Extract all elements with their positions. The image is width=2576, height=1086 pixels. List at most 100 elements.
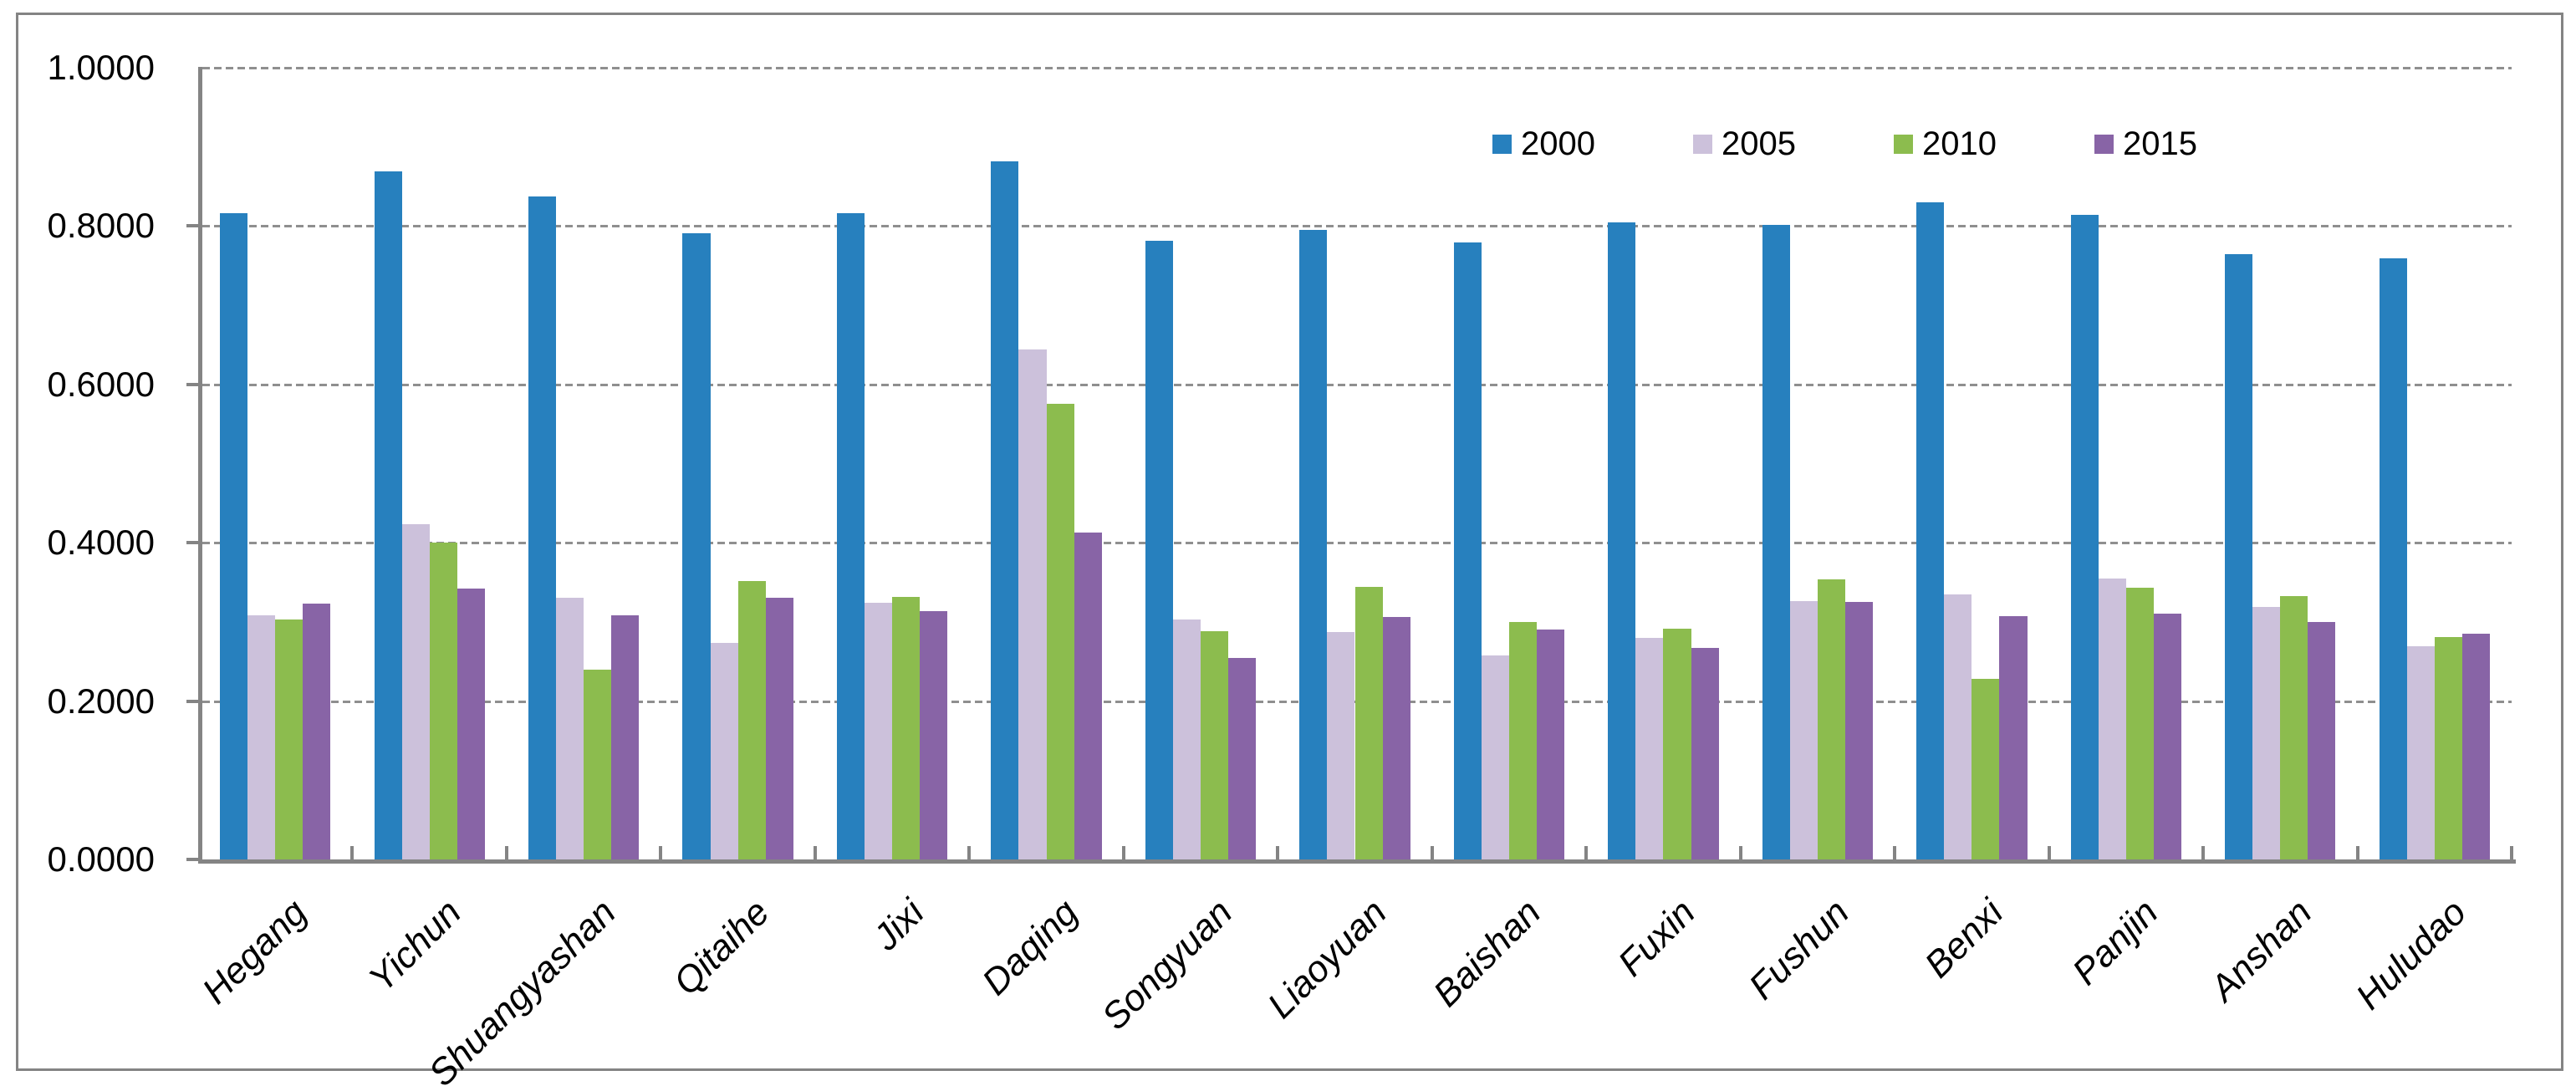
bar-2005-liaoyuan xyxy=(1327,632,1355,859)
bar-2015-liaoyuan xyxy=(1382,617,1410,859)
bar-2010-jixi xyxy=(892,596,921,859)
bar-2010-baishan xyxy=(1508,621,1538,859)
bar-2005-huludao xyxy=(2406,646,2435,859)
legend-item-2015: 2015 xyxy=(2094,125,2197,162)
bar-2015-songyuan xyxy=(1228,657,1257,859)
bar-2000-qitaihe xyxy=(682,232,711,859)
x-tick xyxy=(659,846,663,859)
legend-swatch-2000 xyxy=(1492,134,1512,154)
bar-2010-hegang xyxy=(275,619,304,859)
x-tick xyxy=(813,846,817,859)
x-tick xyxy=(504,846,508,859)
y-axis-label-0.6000: 0.6000 xyxy=(47,364,155,404)
gridline-y-0.4000 xyxy=(202,542,2512,545)
bar-2000-fuxin xyxy=(1608,222,1636,859)
bar-2010-songyuan xyxy=(1201,631,1229,859)
bar-2005-shuangyashan xyxy=(556,598,584,859)
y-tick xyxy=(186,224,198,228)
gridline-y-0.8000 xyxy=(202,225,2512,228)
bar-2010-shuangyashan xyxy=(584,669,612,859)
bar-2000-daqing xyxy=(991,161,1019,859)
bar-2010-yichun xyxy=(429,543,457,859)
legend-label-2015: 2015 xyxy=(2122,125,2197,162)
bar-2005-hegang xyxy=(247,615,276,859)
bar-2015-fuxin xyxy=(1691,648,1719,859)
bar-2000-baishan xyxy=(1453,242,1482,859)
x-tick xyxy=(2510,846,2513,859)
bar-2015-yichun xyxy=(457,589,485,859)
bar-2000-liaoyuan xyxy=(1299,230,1328,859)
y-tick xyxy=(186,858,198,861)
legend-label-2000: 2000 xyxy=(1521,125,1595,162)
y-tick xyxy=(186,541,198,545)
legend-item-2000: 2000 xyxy=(1492,125,1595,162)
bar-2015-huludao xyxy=(2461,634,2490,859)
legend-label-2005: 2005 xyxy=(1721,125,1796,162)
bar-2010-benxi xyxy=(1972,679,2000,859)
y-axis-label-0.8000: 0.8000 xyxy=(47,206,155,246)
y-axis-label-0.2000: 0.2000 xyxy=(47,681,155,721)
bar-2005-qitaihe xyxy=(710,643,738,859)
legend-swatch-2010 xyxy=(1893,134,1913,154)
gridline-y-1.0000 xyxy=(202,67,2512,69)
bar-2005-fuxin xyxy=(1635,637,1664,859)
bar-2010-fushun xyxy=(1817,579,1845,859)
legend-item-2010: 2010 xyxy=(1893,125,1997,162)
y-axis-label-0.0000: 0.0000 xyxy=(47,839,155,879)
bar-2015-panjin xyxy=(2153,614,2182,859)
bar-2015-baishan xyxy=(1537,630,1565,859)
gridline-y-0.6000 xyxy=(202,383,2512,386)
bar-2010-daqing xyxy=(1046,403,1074,859)
bar-2000-benxi xyxy=(1916,201,1945,859)
bar-2005-baishan xyxy=(1481,655,1509,859)
bar-2015-benxi xyxy=(1999,616,2028,859)
x-axis-line xyxy=(198,859,2516,864)
bar-2015-fushun xyxy=(1845,602,1874,859)
bar-2005-panjin xyxy=(2098,578,2126,859)
bar-2010-anshan xyxy=(2280,595,2308,859)
bar-2010-huludao xyxy=(2434,636,2462,859)
y-axis-line xyxy=(198,67,202,863)
x-tick xyxy=(2355,846,2359,859)
x-tick xyxy=(2047,846,2051,859)
bar-2010-liaoyuan xyxy=(1354,587,1383,859)
x-tick xyxy=(967,846,972,859)
bar-2005-benxi xyxy=(1944,594,1972,859)
legend-swatch-2015 xyxy=(2094,134,2114,154)
x-tick xyxy=(1584,846,1589,859)
y-tick xyxy=(186,699,198,703)
bar-2015-hegang xyxy=(303,604,331,859)
bar-2015-anshan xyxy=(2308,621,2336,859)
bar-2000-hegang xyxy=(220,213,248,859)
bar-2005-jixi xyxy=(865,603,893,859)
x-tick xyxy=(2201,846,2206,859)
legend-item-2005: 2005 xyxy=(1692,125,1796,162)
y-axis-label-1.0000: 1.0000 xyxy=(47,48,155,87)
x-tick xyxy=(350,846,355,859)
legend-swatch-2005 xyxy=(1692,134,1712,154)
bar-2015-jixi xyxy=(920,610,948,859)
bar-2010-fuxin xyxy=(1663,629,1691,859)
bar-2005-anshan xyxy=(2252,606,2281,859)
bar-2000-yichun xyxy=(374,171,402,859)
bar-2000-panjin xyxy=(2070,215,2099,859)
bar-2000-huludao xyxy=(2379,258,2407,859)
bar-2005-fushun xyxy=(1789,601,1818,859)
x-tick xyxy=(1893,846,1897,859)
bar-2000-jixi xyxy=(836,213,865,859)
x-tick xyxy=(1276,846,1280,859)
bar-2005-yichun xyxy=(401,524,430,859)
bar-2015-daqing xyxy=(1074,532,1102,859)
bar-2000-shuangyashan xyxy=(528,196,557,859)
bar-2000-anshan xyxy=(2225,254,2253,859)
y-axis-label-0.4000: 0.4000 xyxy=(47,523,155,563)
x-tick xyxy=(1738,846,1742,859)
bar-2010-panjin xyxy=(2125,588,2154,859)
bar-2000-songyuan xyxy=(1145,241,1173,859)
y-tick xyxy=(186,382,198,386)
bar-2010-qitaihe xyxy=(737,580,766,859)
bar-2015-shuangyashan xyxy=(611,615,640,859)
x-tick xyxy=(1121,846,1125,859)
